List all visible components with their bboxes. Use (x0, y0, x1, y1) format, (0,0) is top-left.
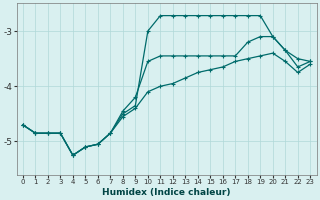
X-axis label: Humidex (Indice chaleur): Humidex (Indice chaleur) (102, 188, 231, 197)
